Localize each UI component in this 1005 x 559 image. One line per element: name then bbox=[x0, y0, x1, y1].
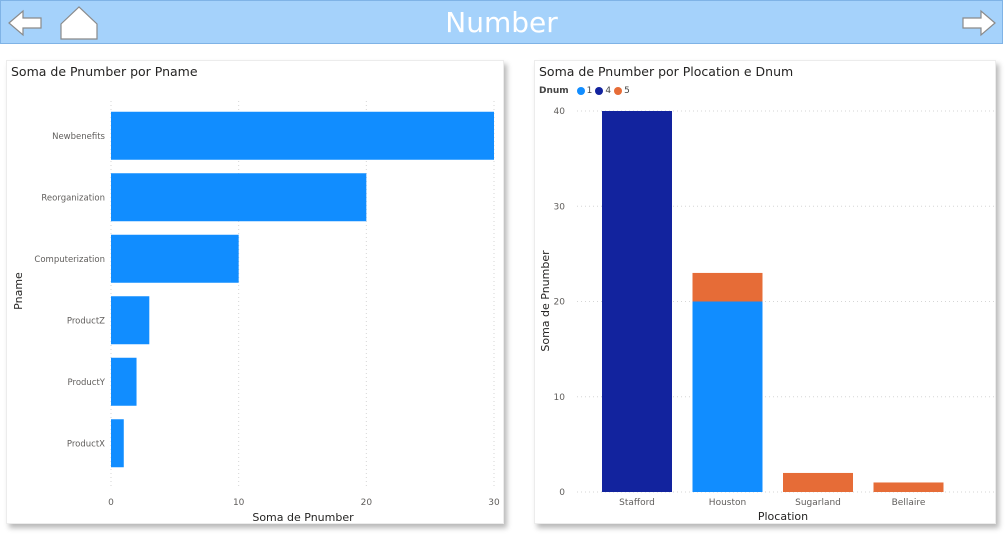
bar-segment bbox=[873, 482, 944, 492]
x-tick-label: 20 bbox=[361, 498, 373, 508]
bar bbox=[111, 234, 239, 283]
bar bbox=[111, 111, 494, 160]
x-tick-label: 10 bbox=[233, 498, 245, 508]
legend-dot-icon bbox=[614, 87, 623, 95]
bar-segment bbox=[602, 111, 672, 492]
x-tick-label: Sugarland bbox=[795, 498, 841, 508]
bar-segment bbox=[692, 272, 763, 302]
x-axis-label: Plocation bbox=[758, 510, 808, 523]
chart-legend: Dnum 1 4 5 bbox=[539, 86, 633, 96]
bar-chart-pname: 0 10 20 30 Newbenefits Reorganization Computer… bbox=[12, 101, 500, 524]
y-tick-label: 10 bbox=[554, 393, 566, 403]
legend-item[interactable]: 4 bbox=[595, 86, 611, 96]
legend-title: Dnum bbox=[539, 86, 569, 96]
chart-card-plocation: Soma de Pnumber por Plocation e Dnum Dnu… bbox=[534, 60, 996, 524]
arrow-left-icon[interactable] bbox=[7, 8, 43, 38]
bar bbox=[111, 173, 367, 222]
header-bar: Number bbox=[0, 0, 1003, 44]
y-tick-label: 0 bbox=[559, 488, 565, 498]
legend-dot-icon bbox=[595, 87, 604, 95]
y-tick-label: Reorganization bbox=[41, 193, 105, 203]
x-tick-label: 30 bbox=[488, 498, 500, 508]
bar bbox=[111, 296, 150, 345]
page-title: Number bbox=[445, 6, 558, 39]
arrow-right-icon[interactable] bbox=[961, 8, 997, 38]
x-tick-label: 0 bbox=[108, 498, 114, 508]
legend-item[interactable]: 1 bbox=[576, 86, 593, 96]
x-tick-label: Stafford bbox=[619, 498, 655, 508]
legend-item[interactable]: 5 bbox=[614, 86, 630, 96]
y-tick-label: 20 bbox=[554, 298, 566, 308]
bar bbox=[111, 419, 124, 468]
y-tick-label: 40 bbox=[554, 107, 566, 117]
bar bbox=[111, 357, 137, 406]
y-tick-label: Computerization bbox=[34, 255, 105, 265]
chart-card-pname: Soma de Pnumber por Pname 0 10 20 30 Newbene… bbox=[6, 60, 504, 524]
x-tick-label: Houston bbox=[709, 498, 746, 508]
x-axis-label: Soma de Pnumber bbox=[252, 511, 354, 524]
y-axis-label: Soma de Pnumber bbox=[539, 250, 552, 352]
stacked-column-chart-plocation: 0 10 20 30 40 Stafford Houston Sugarland Bellair… bbox=[539, 107, 995, 523]
home-icon[interactable] bbox=[59, 4, 99, 40]
bar-segment bbox=[783, 472, 853, 492]
chart-title: Soma de Pnumber por Plocation e Dnum bbox=[539, 64, 794, 79]
legend-dot-icon bbox=[576, 87, 585, 95]
legend-label: 5 bbox=[624, 86, 630, 96]
y-tick-label: Newbenefits bbox=[52, 132, 105, 142]
y-tick-label: 30 bbox=[554, 202, 566, 212]
legend-label: 1 bbox=[586, 86, 593, 96]
y-axis-label: Pname bbox=[12, 272, 25, 310]
x-tick-label: Bellaire bbox=[892, 498, 926, 508]
legend-label: 4 bbox=[605, 86, 612, 96]
y-tick-label: ProductZ bbox=[67, 316, 105, 326]
y-tick-label: ProductX bbox=[67, 439, 105, 449]
bar-segment bbox=[692, 301, 763, 492]
chart-title: Soma de Pnumber por Pname bbox=[11, 64, 198, 79]
y-tick-label: ProductY bbox=[68, 378, 106, 388]
